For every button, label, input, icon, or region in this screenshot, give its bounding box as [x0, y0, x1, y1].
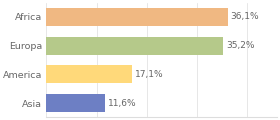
Bar	[46, 94, 104, 112]
Text: 11,6%: 11,6%	[108, 99, 136, 108]
Bar	[46, 37, 223, 54]
Bar	[46, 66, 132, 83]
Text: 36,1%: 36,1%	[230, 12, 259, 21]
Bar	[46, 8, 228, 26]
Text: 17,1%: 17,1%	[135, 70, 164, 79]
Text: 35,2%: 35,2%	[226, 41, 255, 50]
